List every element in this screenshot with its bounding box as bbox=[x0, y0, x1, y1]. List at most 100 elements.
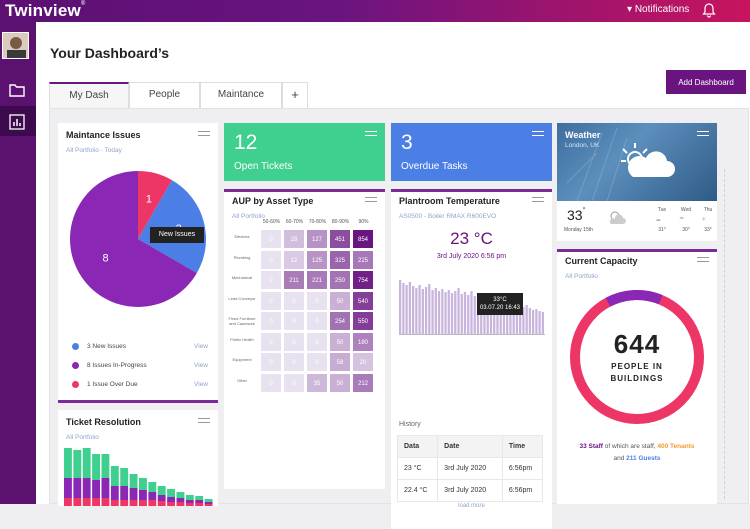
heatmap-cell[interactable]: 540 bbox=[352, 290, 374, 311]
resolution-bar-segment[interactable] bbox=[176, 502, 185, 506]
overdue-tasks-card[interactable]: 3 Overdue Tasks bbox=[391, 123, 552, 181]
table-row[interactable]: 22.4 °C 3rd July 2020 6:56pm bbox=[396, 479, 544, 502]
heatmap-cell[interactable]: 0 bbox=[260, 290, 282, 311]
temperature-bar[interactable] bbox=[460, 294, 463, 335]
resolution-bar-segment[interactable] bbox=[82, 498, 91, 506]
temperature-bar[interactable] bbox=[522, 307, 525, 335]
heatmap-cell[interactable]: 58 bbox=[329, 352, 351, 372]
card-menu-icon[interactable] bbox=[365, 131, 377, 136]
resolution-bar-segment[interactable] bbox=[64, 498, 72, 506]
resolution-bar-segment[interactable] bbox=[129, 474, 138, 488]
temperature-bar[interactable] bbox=[541, 312, 544, 335]
temperature-bar[interactable] bbox=[473, 296, 476, 335]
temperature-bar[interactable] bbox=[402, 283, 405, 335]
resolution-bar-segment[interactable] bbox=[185, 495, 194, 500]
heatmap-cell[interactable]: 0 bbox=[260, 229, 282, 249]
resolution-bar-segment[interactable] bbox=[167, 489, 175, 497]
card-menu-icon[interactable] bbox=[365, 197, 377, 202]
temperature-bar[interactable] bbox=[480, 297, 483, 335]
heatmap-cell[interactable]: 28 bbox=[283, 229, 305, 249]
pie-slice[interactable] bbox=[70, 171, 197, 307]
resolution-bar-segment[interactable] bbox=[73, 450, 82, 478]
card-menu-icon[interactable] bbox=[697, 131, 709, 136]
temperature-bar[interactable] bbox=[405, 285, 408, 335]
resolution-bar-segment[interactable] bbox=[101, 454, 110, 478]
heatmap-cell[interactable]: 325 bbox=[329, 249, 351, 270]
resolution-bar-segment[interactable] bbox=[167, 497, 175, 502]
resolution-bar-segment[interactable] bbox=[139, 478, 147, 490]
resolution-bar-segment[interactable] bbox=[101, 478, 110, 498]
heatmap-cell[interactable]: 0 bbox=[283, 311, 305, 331]
heatmap-cell[interactable]: 754 bbox=[352, 270, 374, 290]
resolution-bar-segment[interactable] bbox=[204, 502, 213, 504]
resolution-bar-segment[interactable] bbox=[73, 498, 82, 506]
heatmap-cell[interactable]: 180 bbox=[352, 331, 374, 352]
heatmap-cell[interactable]: 35 bbox=[306, 372, 328, 393]
temperature-bar[interactable] bbox=[463, 292, 467, 335]
heatmap-cell[interactable]: 854 bbox=[352, 229, 374, 249]
temperature-bar[interactable] bbox=[499, 300, 502, 335]
heatmap-cell[interactable]: 127 bbox=[306, 229, 328, 249]
resolution-bar-segment[interactable] bbox=[167, 502, 175, 506]
temperature-bar[interactable] bbox=[525, 305, 528, 335]
heatmap-cell[interactable]: 0 bbox=[260, 249, 282, 270]
resolution-bar-segment[interactable] bbox=[176, 492, 185, 498]
view-link[interactable]: View bbox=[194, 362, 208, 369]
temperature-bar[interactable] bbox=[467, 295, 470, 335]
add-tab-button[interactable]: + bbox=[282, 82, 308, 108]
temperature-bar[interactable] bbox=[450, 293, 454, 335]
heatmap-cell[interactable]: 0 bbox=[306, 290, 328, 311]
temperature-bar[interactable] bbox=[512, 302, 515, 335]
card-menu-icon[interactable] bbox=[532, 197, 544, 202]
temperature-bar[interactable] bbox=[424, 287, 428, 335]
heatmap-cell[interactable]: 254 bbox=[329, 311, 351, 331]
temperature-bar[interactable] bbox=[447, 290, 450, 335]
heatmap-cell[interactable]: 0 bbox=[260, 331, 282, 352]
temperature-bar[interactable] bbox=[506, 301, 509, 335]
resolution-bar-segment[interactable] bbox=[129, 488, 138, 500]
resolution-bar-segment[interactable] bbox=[195, 500, 204, 503]
temperature-bar[interactable] bbox=[528, 308, 532, 335]
resolution-bar-segment[interactable] bbox=[82, 448, 91, 478]
temperature-bar[interactable] bbox=[399, 280, 402, 335]
resolution-bar-segment[interactable] bbox=[82, 478, 91, 498]
temperature-bar[interactable] bbox=[434, 288, 437, 335]
card-menu-icon[interactable] bbox=[697, 257, 709, 262]
resolution-bar-segment[interactable] bbox=[148, 482, 157, 492]
temperature-bar[interactable] bbox=[486, 298, 489, 335]
add-dashboard-button[interactable]: Add Dashboard bbox=[666, 70, 746, 94]
heatmap-cell[interactable]: 50 bbox=[329, 372, 351, 393]
temperature-bar[interactable] bbox=[515, 305, 519, 335]
heatmap-cell[interactable]: 550 bbox=[352, 311, 374, 331]
heatmap-cell[interactable]: 0 bbox=[260, 311, 282, 331]
heatmap-cell[interactable]: 250 bbox=[329, 270, 351, 290]
temperature-bar[interactable] bbox=[421, 289, 424, 335]
resolution-bar-segment[interactable] bbox=[148, 500, 157, 506]
heatmap-cell[interactable]: 0 bbox=[306, 352, 328, 372]
heatmap-cell[interactable]: 0 bbox=[283, 331, 305, 352]
pie-slice[interactable] bbox=[138, 171, 172, 239]
temperature-bar[interactable] bbox=[532, 310, 535, 335]
resolution-bar-segment[interactable] bbox=[110, 486, 119, 500]
resolution-bar-segment[interactable] bbox=[204, 499, 213, 502]
heatmap-cell[interactable]: 0 bbox=[260, 372, 282, 393]
tab-people[interactable]: People bbox=[129, 82, 200, 108]
card-menu-icon[interactable] bbox=[198, 418, 210, 423]
resolution-bar-segment[interactable] bbox=[148, 492, 157, 500]
temperature-bar[interactable] bbox=[519, 303, 522, 335]
heatmap-cell[interactable]: 0 bbox=[260, 352, 282, 372]
resolution-bar-segment[interactable] bbox=[185, 500, 194, 503]
notifications-menu[interactable]: ▾ Notifications bbox=[627, 4, 690, 15]
heatmap-cell[interactable]: 12 bbox=[283, 249, 305, 270]
resolution-bar-segment[interactable] bbox=[139, 500, 147, 506]
heatmap-cell[interactable]: 50 bbox=[329, 290, 351, 311]
temperature-bar[interactable] bbox=[444, 292, 447, 335]
heatmap-cell[interactable]: 221 bbox=[306, 270, 328, 290]
temperature-bar[interactable] bbox=[431, 290, 434, 335]
avatar[interactable] bbox=[2, 32, 29, 59]
temperature-bar[interactable] bbox=[441, 289, 444, 335]
resolution-bar-segment[interactable] bbox=[157, 495, 166, 501]
tab-maintance[interactable]: Maintance bbox=[200, 82, 282, 108]
heatmap-cell[interactable]: 0 bbox=[283, 372, 305, 393]
resolution-bar-segment[interactable] bbox=[110, 466, 119, 486]
